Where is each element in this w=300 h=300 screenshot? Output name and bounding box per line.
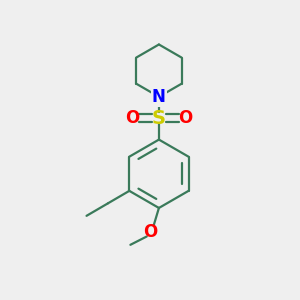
Text: S: S bbox=[152, 109, 166, 128]
Text: O: O bbox=[178, 109, 193, 127]
Text: O: O bbox=[143, 223, 158, 241]
Text: N: N bbox=[152, 88, 166, 106]
Text: O: O bbox=[125, 109, 139, 127]
